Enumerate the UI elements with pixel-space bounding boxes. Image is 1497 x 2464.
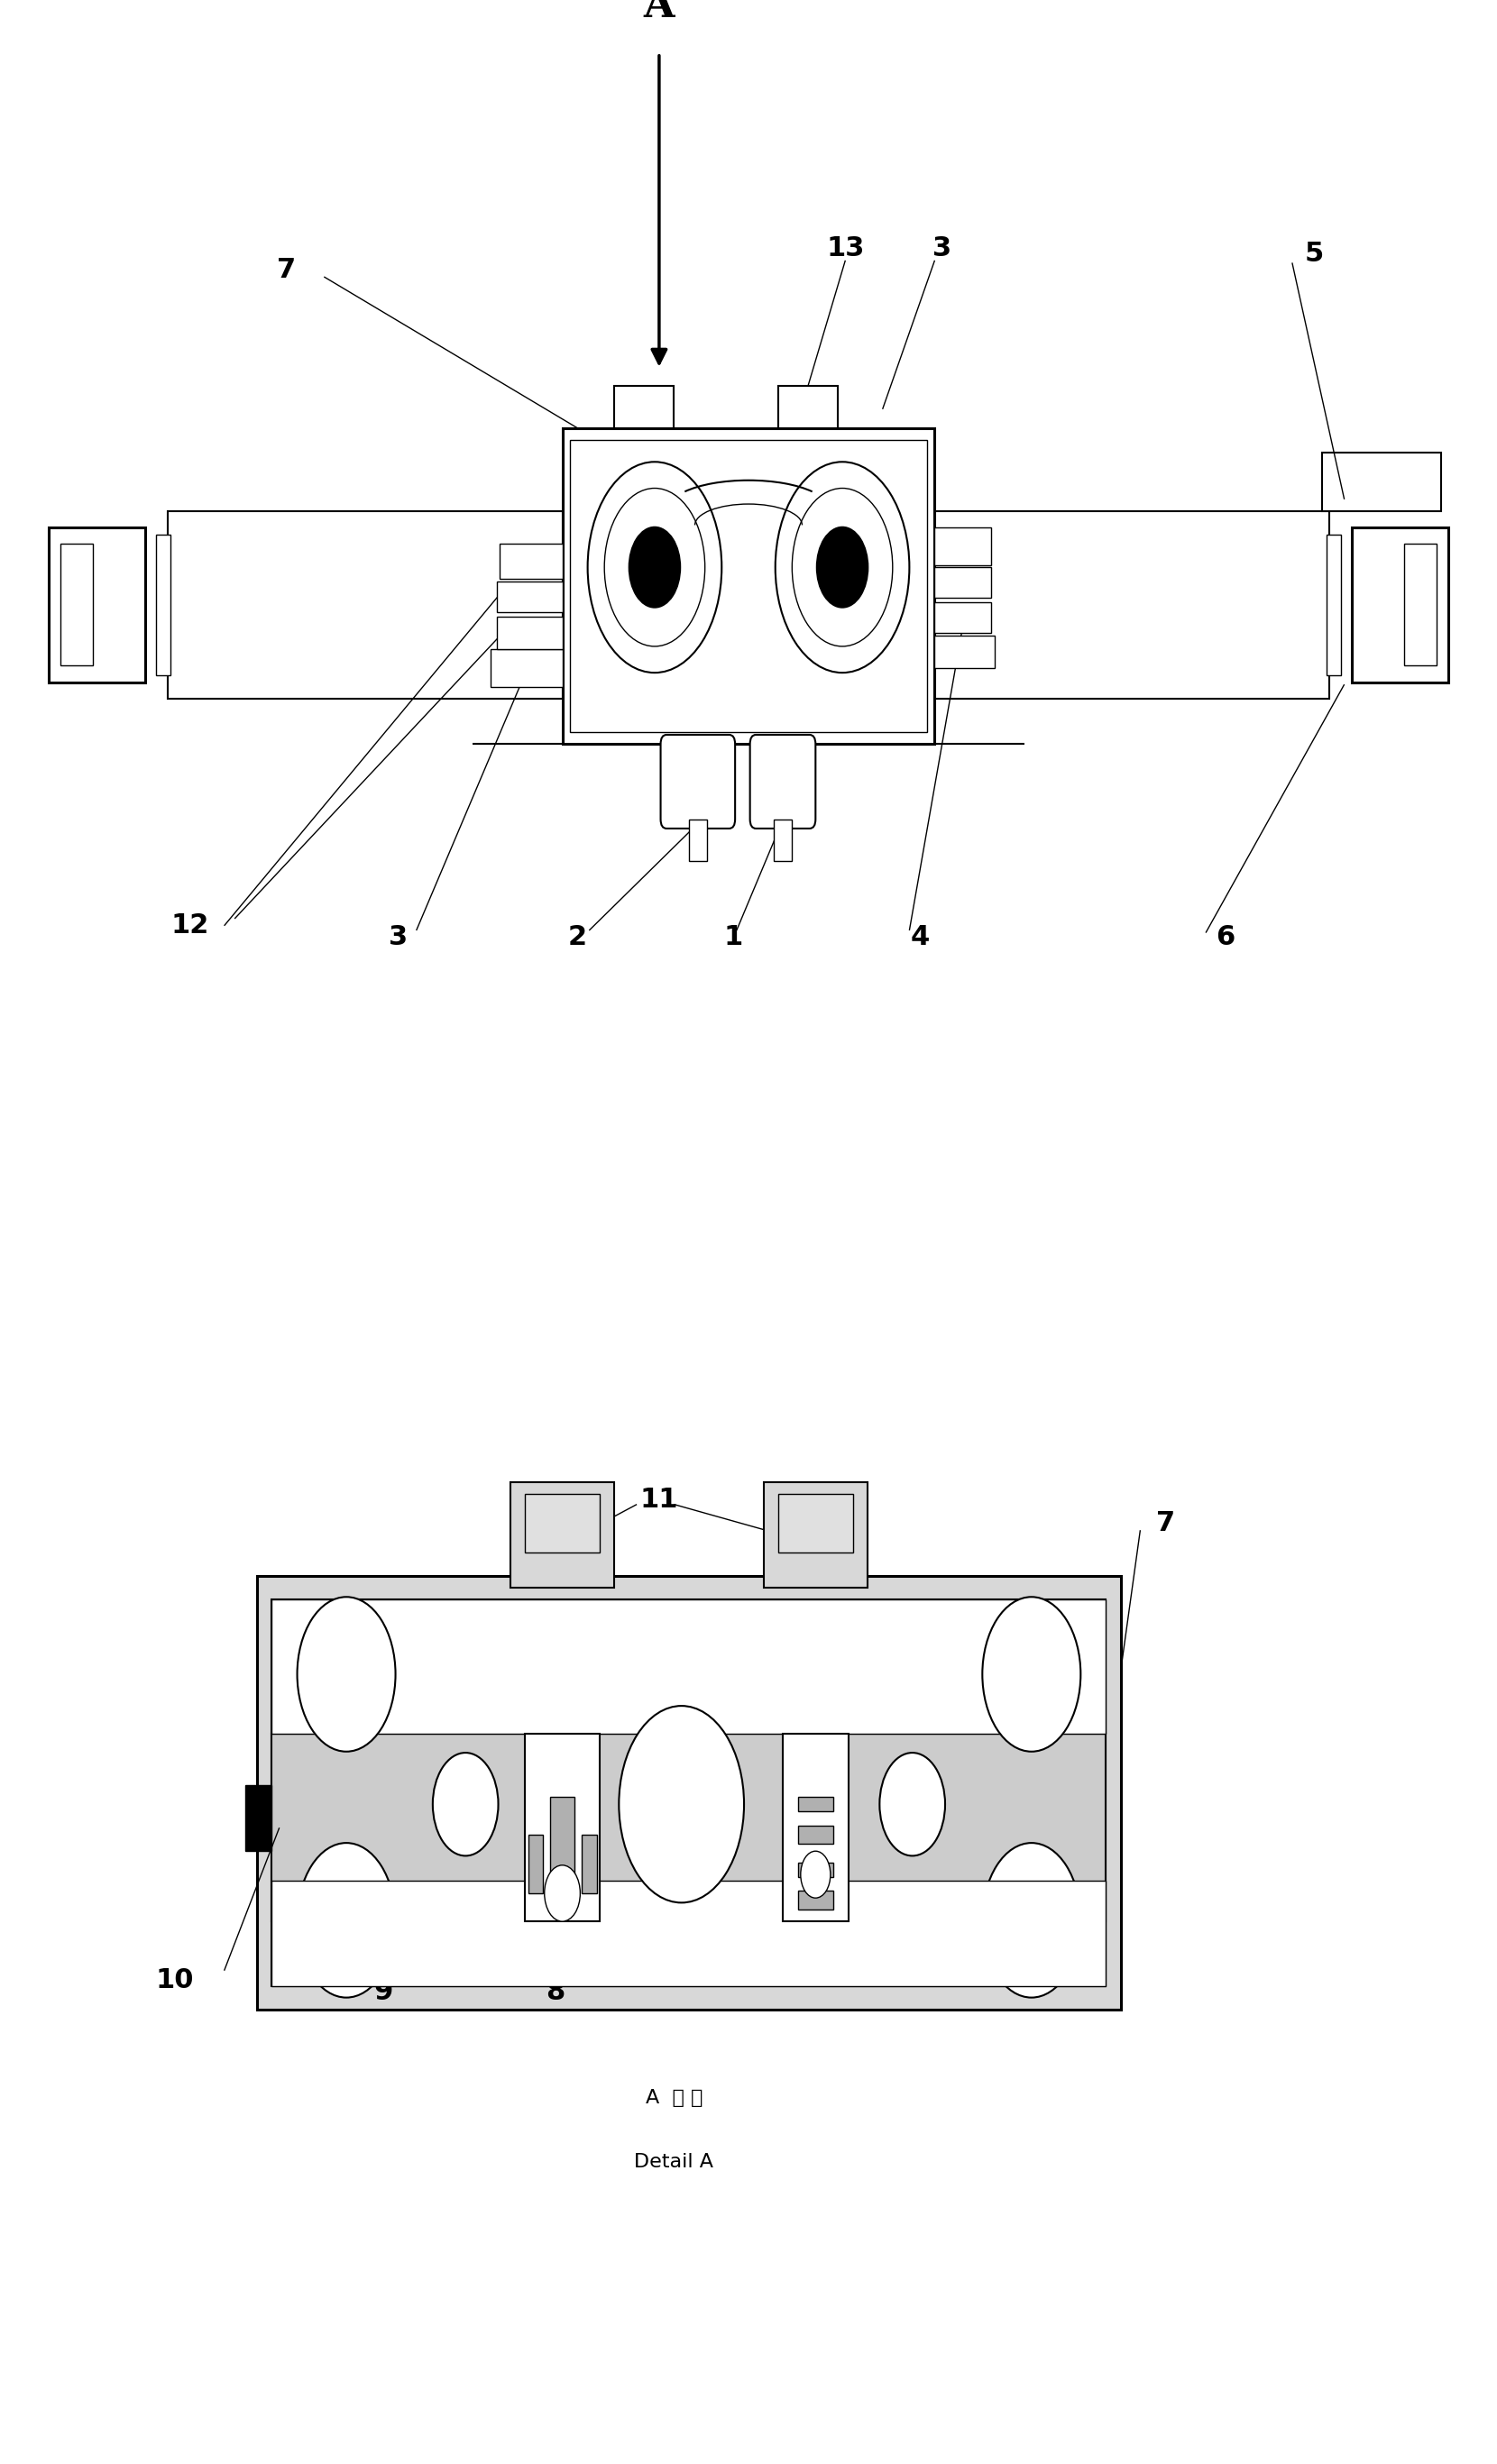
Bar: [500, 545, 563, 579]
FancyBboxPatch shape: [750, 734, 816, 828]
FancyBboxPatch shape: [660, 734, 735, 828]
Circle shape: [298, 1843, 395, 1998]
Text: 5: 5: [1305, 241, 1323, 266]
Bar: [272, 1599, 1106, 1735]
Bar: [798, 1826, 834, 1843]
Bar: [257, 1577, 1121, 2008]
Bar: [934, 527, 991, 564]
Bar: [551, 1796, 575, 1910]
Text: 13: 13: [826, 237, 864, 261]
Text: 10: 10: [156, 1966, 195, 1993]
Text: 12: 12: [171, 912, 210, 939]
Circle shape: [433, 1752, 499, 1855]
Bar: [689, 818, 707, 862]
Text: 4: 4: [910, 924, 930, 951]
Bar: [497, 582, 563, 611]
Bar: [563, 429, 934, 744]
Bar: [1326, 535, 1341, 675]
Circle shape: [801, 1850, 831, 1897]
Text: 1: 1: [725, 924, 743, 951]
Bar: [510, 1483, 614, 1587]
Bar: [763, 1483, 868, 1587]
Text: 3: 3: [933, 237, 952, 261]
Bar: [614, 387, 674, 429]
Bar: [778, 387, 838, 429]
Bar: [528, 1836, 543, 1892]
Bar: [934, 567, 991, 599]
Bar: [272, 1735, 1106, 1922]
Bar: [798, 1890, 834, 1910]
Bar: [570, 439, 927, 732]
Bar: [48, 527, 145, 683]
Circle shape: [775, 461, 909, 673]
Circle shape: [298, 1597, 395, 1752]
Bar: [582, 1836, 597, 1892]
Circle shape: [880, 1752, 945, 1855]
Bar: [272, 1880, 1106, 1986]
Bar: [60, 545, 93, 665]
Text: 7: 7: [277, 256, 296, 283]
Bar: [156, 535, 171, 675]
Text: 9: 9: [374, 1979, 394, 2006]
Bar: [783, 1735, 849, 1922]
Text: A: A: [644, 0, 675, 25]
Circle shape: [982, 1597, 1081, 1752]
Circle shape: [588, 461, 722, 673]
Bar: [798, 1796, 834, 1811]
Text: 7: 7: [1156, 1510, 1175, 1535]
Circle shape: [817, 527, 868, 606]
Bar: [491, 650, 563, 687]
Text: 8: 8: [545, 1979, 564, 2006]
Bar: [1322, 453, 1442, 510]
Circle shape: [545, 1865, 581, 1922]
Circle shape: [605, 488, 705, 646]
Text: 3: 3: [389, 924, 409, 951]
Bar: [525, 1493, 600, 1552]
Circle shape: [629, 527, 680, 606]
Text: 11: 11: [639, 1486, 678, 1513]
Bar: [798, 1863, 834, 1878]
Text: Detail A: Detail A: [635, 2154, 714, 2171]
Bar: [934, 601, 991, 633]
Bar: [1352, 527, 1449, 683]
Bar: [934, 510, 1329, 697]
Bar: [774, 818, 792, 862]
Bar: [246, 1786, 272, 1850]
Bar: [168, 510, 563, 697]
Text: A  詳 細: A 詳 細: [645, 2089, 702, 2107]
Text: 2: 2: [567, 924, 587, 951]
Bar: [272, 1599, 1106, 1986]
Bar: [1404, 545, 1437, 665]
Text: 6: 6: [1216, 924, 1235, 951]
Circle shape: [618, 1705, 744, 1902]
Circle shape: [792, 488, 892, 646]
Bar: [778, 1493, 853, 1552]
Bar: [525, 1735, 600, 1922]
Circle shape: [982, 1843, 1081, 1998]
Bar: [934, 636, 994, 668]
Bar: [497, 616, 563, 650]
